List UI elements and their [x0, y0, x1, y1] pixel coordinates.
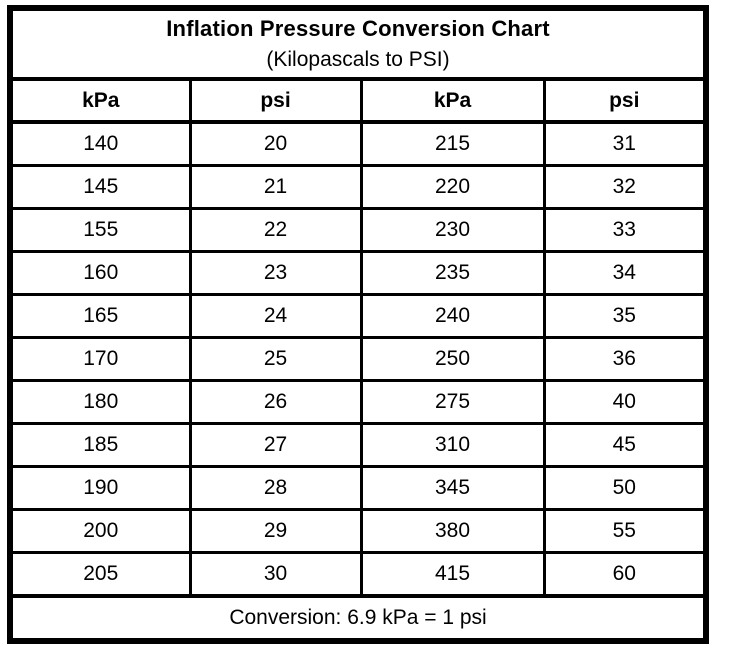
table-cell: 380 [359, 508, 546, 554]
table-cell: 22 [188, 207, 363, 253]
table-cell: 170 [8, 336, 192, 382]
column-header-kpa-right: kPa [359, 77, 546, 124]
column-header-kpa-left: kPa [8, 77, 192, 124]
table-cell: 35 [542, 293, 708, 339]
table-row: 160 23 235 34 [8, 250, 708, 296]
table-cell: 140 [8, 120, 192, 167]
table-cell: 28 [188, 465, 363, 511]
table-cell: 33 [542, 207, 708, 253]
table-cell: 190 [8, 465, 192, 511]
table-cell: 30 [188, 551, 363, 598]
column-header-psi-right: psi [542, 77, 708, 124]
table-title: Inflation Pressure Conversion Chart [166, 16, 550, 42]
table-cell: 26 [188, 379, 363, 425]
inflation-pressure-conversion-table: Inflation Pressure Conversion Chart (Kil… [7, 5, 710, 644]
table-cell: 165 [8, 293, 192, 339]
table-cell: 27 [188, 422, 363, 468]
table-cell: 215 [359, 120, 546, 167]
table-cell: 45 [542, 422, 708, 468]
table-cell: 36 [542, 336, 708, 382]
table-cell: 29 [188, 508, 363, 554]
table-cell: 20 [188, 120, 363, 167]
table-row: 190 28 345 50 [8, 465, 708, 511]
table-cell: 220 [359, 164, 546, 210]
table-row: 155 22 230 33 [8, 207, 708, 253]
table-cell: 205 [8, 551, 192, 598]
table-cell: 250 [359, 336, 546, 382]
table-cell: 235 [359, 250, 546, 296]
table-title-row: Inflation Pressure Conversion Chart (Kil… [8, 6, 708, 81]
table-row: 205 30 415 60 [8, 551, 708, 598]
table-row: 185 27 310 45 [8, 422, 708, 468]
table-row: 200 29 380 55 [8, 508, 708, 554]
table-row: 165 24 240 35 [8, 293, 708, 339]
table-cell: 415 [359, 551, 546, 598]
table-cell: 345 [359, 465, 546, 511]
table-cell: 55 [542, 508, 708, 554]
table-cell: 240 [359, 293, 546, 339]
table-cell: 230 [359, 207, 546, 253]
table-subtitle: (Kilopascals to PSI) [266, 47, 450, 71]
column-header-psi-left: psi [188, 77, 363, 124]
table-title-cell: Inflation Pressure Conversion Chart (Kil… [8, 6, 708, 81]
table-row: 180 26 275 40 [8, 379, 708, 425]
table-footer-row: Conversion: 6.9 kPa = 1 psi [8, 594, 708, 643]
table-cell: 200 [8, 508, 192, 554]
table-cell: 34 [542, 250, 708, 296]
table-cell: 21 [188, 164, 363, 210]
table-cell: 24 [188, 293, 363, 339]
table-cell: 50 [542, 465, 708, 511]
table-cell: 275 [359, 379, 546, 425]
table-cell: 185 [8, 422, 192, 468]
table-cell: 23 [188, 250, 363, 296]
table-cell: 145 [8, 164, 192, 210]
table-header-row: kPa psi kPa psi [8, 77, 708, 124]
table-cell: 31 [542, 120, 708, 167]
table-cell: 40 [542, 379, 708, 425]
table-row: 140 20 215 31 [8, 120, 708, 167]
table-cell: 180 [8, 379, 192, 425]
table-cell: 155 [8, 207, 192, 253]
table-cell: 32 [542, 164, 708, 210]
table-cell: 160 [8, 250, 192, 296]
table-cell: 25 [188, 336, 363, 382]
conversion-note: Conversion: 6.9 kPa = 1 psi [8, 594, 708, 643]
table-row: 145 21 220 32 [8, 164, 708, 210]
table-cell: 60 [542, 551, 708, 598]
table-cell: 310 [359, 422, 546, 468]
table-row: 170 25 250 36 [8, 336, 708, 382]
